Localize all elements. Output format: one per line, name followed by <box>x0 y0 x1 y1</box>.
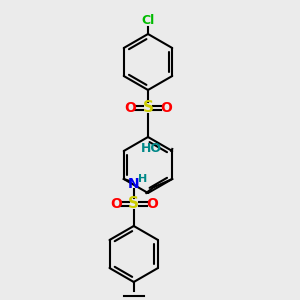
Text: S: S <box>128 196 139 211</box>
Text: N: N <box>128 177 140 191</box>
Text: O: O <box>160 101 172 115</box>
Text: HO: HO <box>141 142 162 154</box>
Text: Cl: Cl <box>141 14 154 28</box>
Text: H: H <box>138 174 147 184</box>
Text: O: O <box>146 197 158 211</box>
Text: O: O <box>110 197 122 211</box>
Text: S: S <box>142 100 154 116</box>
Text: O: O <box>124 101 136 115</box>
